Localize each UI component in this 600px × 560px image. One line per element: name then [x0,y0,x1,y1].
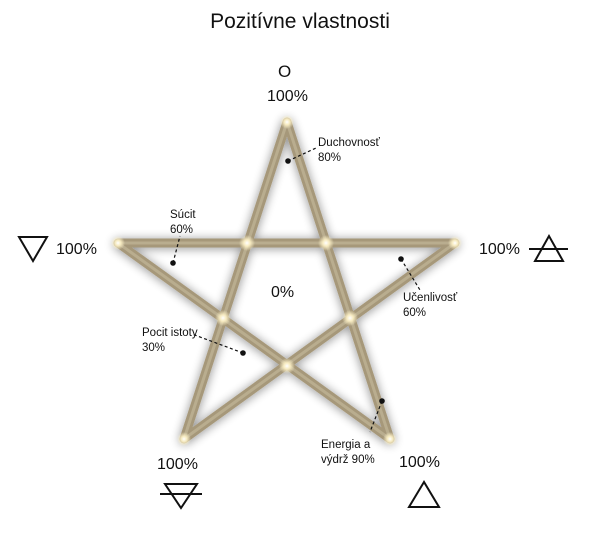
annotation-ucenlivost: Učenlivosť 60% [403,291,457,321]
bottom-right-vertex-value: 100% [399,454,440,471]
annotation-label: Duchovnosť [318,137,380,149]
annotation-dots [170,158,404,404]
annotation-dot-sucit [170,260,176,266]
annotation-pocit-istoty: Pocit istoty 30% [142,326,198,356]
annotation-label: Pocit istoty [142,327,198,339]
bottom-left-vertex-value: 100% [157,456,198,473]
top-vertex-value: 100% [267,88,308,105]
annotation-label: Učenlivosť [403,292,458,304]
annotation-value: 30% [142,342,166,354]
annotation-dot-energia [379,398,385,404]
annotation-dot-ucenlivost [398,256,404,262]
annotation-value: 80% [318,152,342,164]
fire-symbol-icon [407,480,441,508]
right-vertex-value: 100% [479,241,520,258]
left-vertex-value: 100% [56,241,97,258]
annotation-value: 60% [403,307,427,319]
annotation-label: Súcit [170,209,196,221]
annotation-sucit: Súcit 60% [170,208,196,238]
annotation-value: 60% [170,224,194,236]
air-symbol-icon [529,233,568,262]
water-symbol-icon [17,236,49,263]
annotation-dot-pocit-istoty [240,350,246,356]
annotation-label: Energia a [321,439,371,451]
center-value: 0% [271,284,295,301]
diagram-title: Pozitívne vlastnosti [210,10,390,33]
annotation-leaders [172,147,421,433]
annotation-duchovnost: Duchovnosť 80% [318,136,380,166]
star-glow-points [111,115,462,446]
annotation-dot-duchovnost [285,158,291,164]
annotation-energia: Energia a výdrž 90% [321,438,375,468]
earth-symbol-icon [160,483,202,510]
annotation-label-2: výdrž 90% [321,454,375,466]
top-vertex-symbol: O [278,62,292,81]
